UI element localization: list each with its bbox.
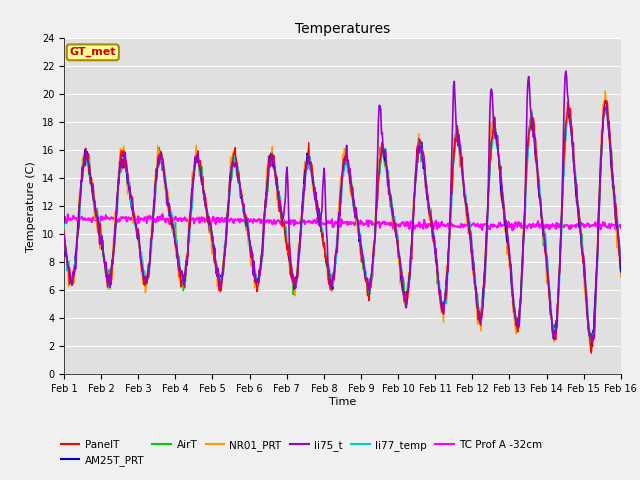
NR01_PRT — [588, 348, 595, 353]
NR01_PRT — [214, 284, 221, 289]
AM25T_PRT — [617, 269, 625, 275]
Y-axis label: Temperature (C): Temperature (C) — [26, 161, 36, 252]
Line: NR01_PRT: NR01_PRT — [64, 91, 621, 350]
li77_temp — [70, 267, 78, 273]
li77_temp — [214, 268, 221, 274]
AM25T_PRT — [602, 97, 609, 103]
AirT — [410, 198, 418, 204]
PanelT — [410, 200, 418, 206]
li75_t — [410, 198, 418, 204]
PanelT — [603, 98, 611, 104]
li75_t — [588, 338, 596, 344]
TC Prof A -32cm — [214, 216, 222, 221]
PanelT — [70, 274, 78, 279]
TC Prof A -32cm — [127, 215, 135, 220]
li75_t — [214, 274, 221, 279]
NR01_PRT — [60, 233, 68, 239]
AirT — [214, 269, 221, 275]
AirT — [602, 98, 610, 104]
AirT — [70, 271, 78, 276]
AirT — [588, 339, 595, 345]
Line: AM25T_PRT: AM25T_PRT — [64, 100, 621, 346]
PanelT — [617, 257, 625, 263]
AM25T_PRT — [588, 343, 596, 349]
TC Prof A -32cm — [70, 214, 78, 220]
li75_t — [426, 209, 434, 215]
AirT — [617, 269, 625, 275]
PanelT — [184, 254, 192, 260]
li77_temp — [602, 101, 609, 107]
AM25T_PRT — [214, 270, 221, 276]
Line: TC Prof A -32cm: TC Prof A -32cm — [64, 214, 621, 230]
AirT — [127, 193, 135, 199]
PanelT — [588, 350, 595, 356]
NR01_PRT — [127, 201, 135, 207]
NR01_PRT — [602, 88, 609, 94]
AirT — [184, 246, 192, 252]
li75_t — [184, 249, 192, 255]
Line: AirT: AirT — [64, 101, 621, 342]
PanelT — [426, 211, 434, 217]
TC Prof A -32cm — [617, 225, 625, 231]
li75_t — [60, 232, 68, 238]
li77_temp — [184, 248, 192, 254]
li77_temp — [410, 203, 418, 208]
li75_t — [562, 68, 570, 74]
TC Prof A -32cm — [185, 218, 193, 224]
li77_temp — [127, 204, 135, 209]
X-axis label: Time: Time — [329, 397, 356, 407]
li77_temp — [617, 254, 625, 260]
li77_temp — [426, 213, 434, 218]
AirT — [60, 248, 68, 254]
li75_t — [127, 193, 135, 199]
Legend: PanelT, AM25T_PRT, AirT, NR01_PRT, li75_t, li77_temp, TC Prof A -32cm: PanelT, AM25T_PRT, AirT, NR01_PRT, li75_… — [56, 435, 546, 470]
NR01_PRT — [70, 280, 78, 286]
Line: PanelT: PanelT — [64, 101, 621, 353]
Title: Temperatures: Temperatures — [295, 22, 390, 36]
TC Prof A -32cm — [60, 217, 68, 223]
AM25T_PRT — [410, 198, 418, 204]
PanelT — [60, 227, 68, 233]
AM25T_PRT — [184, 246, 192, 252]
TC Prof A -32cm — [411, 226, 419, 231]
PanelT — [214, 267, 221, 273]
li77_temp — [60, 222, 68, 228]
NR01_PRT — [184, 246, 192, 252]
NR01_PRT — [426, 205, 434, 211]
li75_t — [617, 258, 625, 264]
Line: li75_t: li75_t — [64, 71, 621, 341]
NR01_PRT — [617, 275, 625, 280]
AM25T_PRT — [127, 204, 135, 210]
AM25T_PRT — [70, 270, 78, 276]
TC Prof A -32cm — [509, 228, 516, 233]
TC Prof A -32cm — [428, 221, 435, 227]
TC Prof A -32cm — [159, 211, 166, 217]
AM25T_PRT — [426, 213, 434, 218]
li77_temp — [587, 339, 595, 345]
AirT — [426, 214, 434, 220]
PanelT — [127, 192, 135, 198]
AM25T_PRT — [60, 243, 68, 249]
NR01_PRT — [410, 191, 418, 197]
Text: GT_met: GT_met — [70, 47, 116, 58]
Line: li77_temp: li77_temp — [64, 104, 621, 342]
li75_t — [70, 271, 78, 276]
